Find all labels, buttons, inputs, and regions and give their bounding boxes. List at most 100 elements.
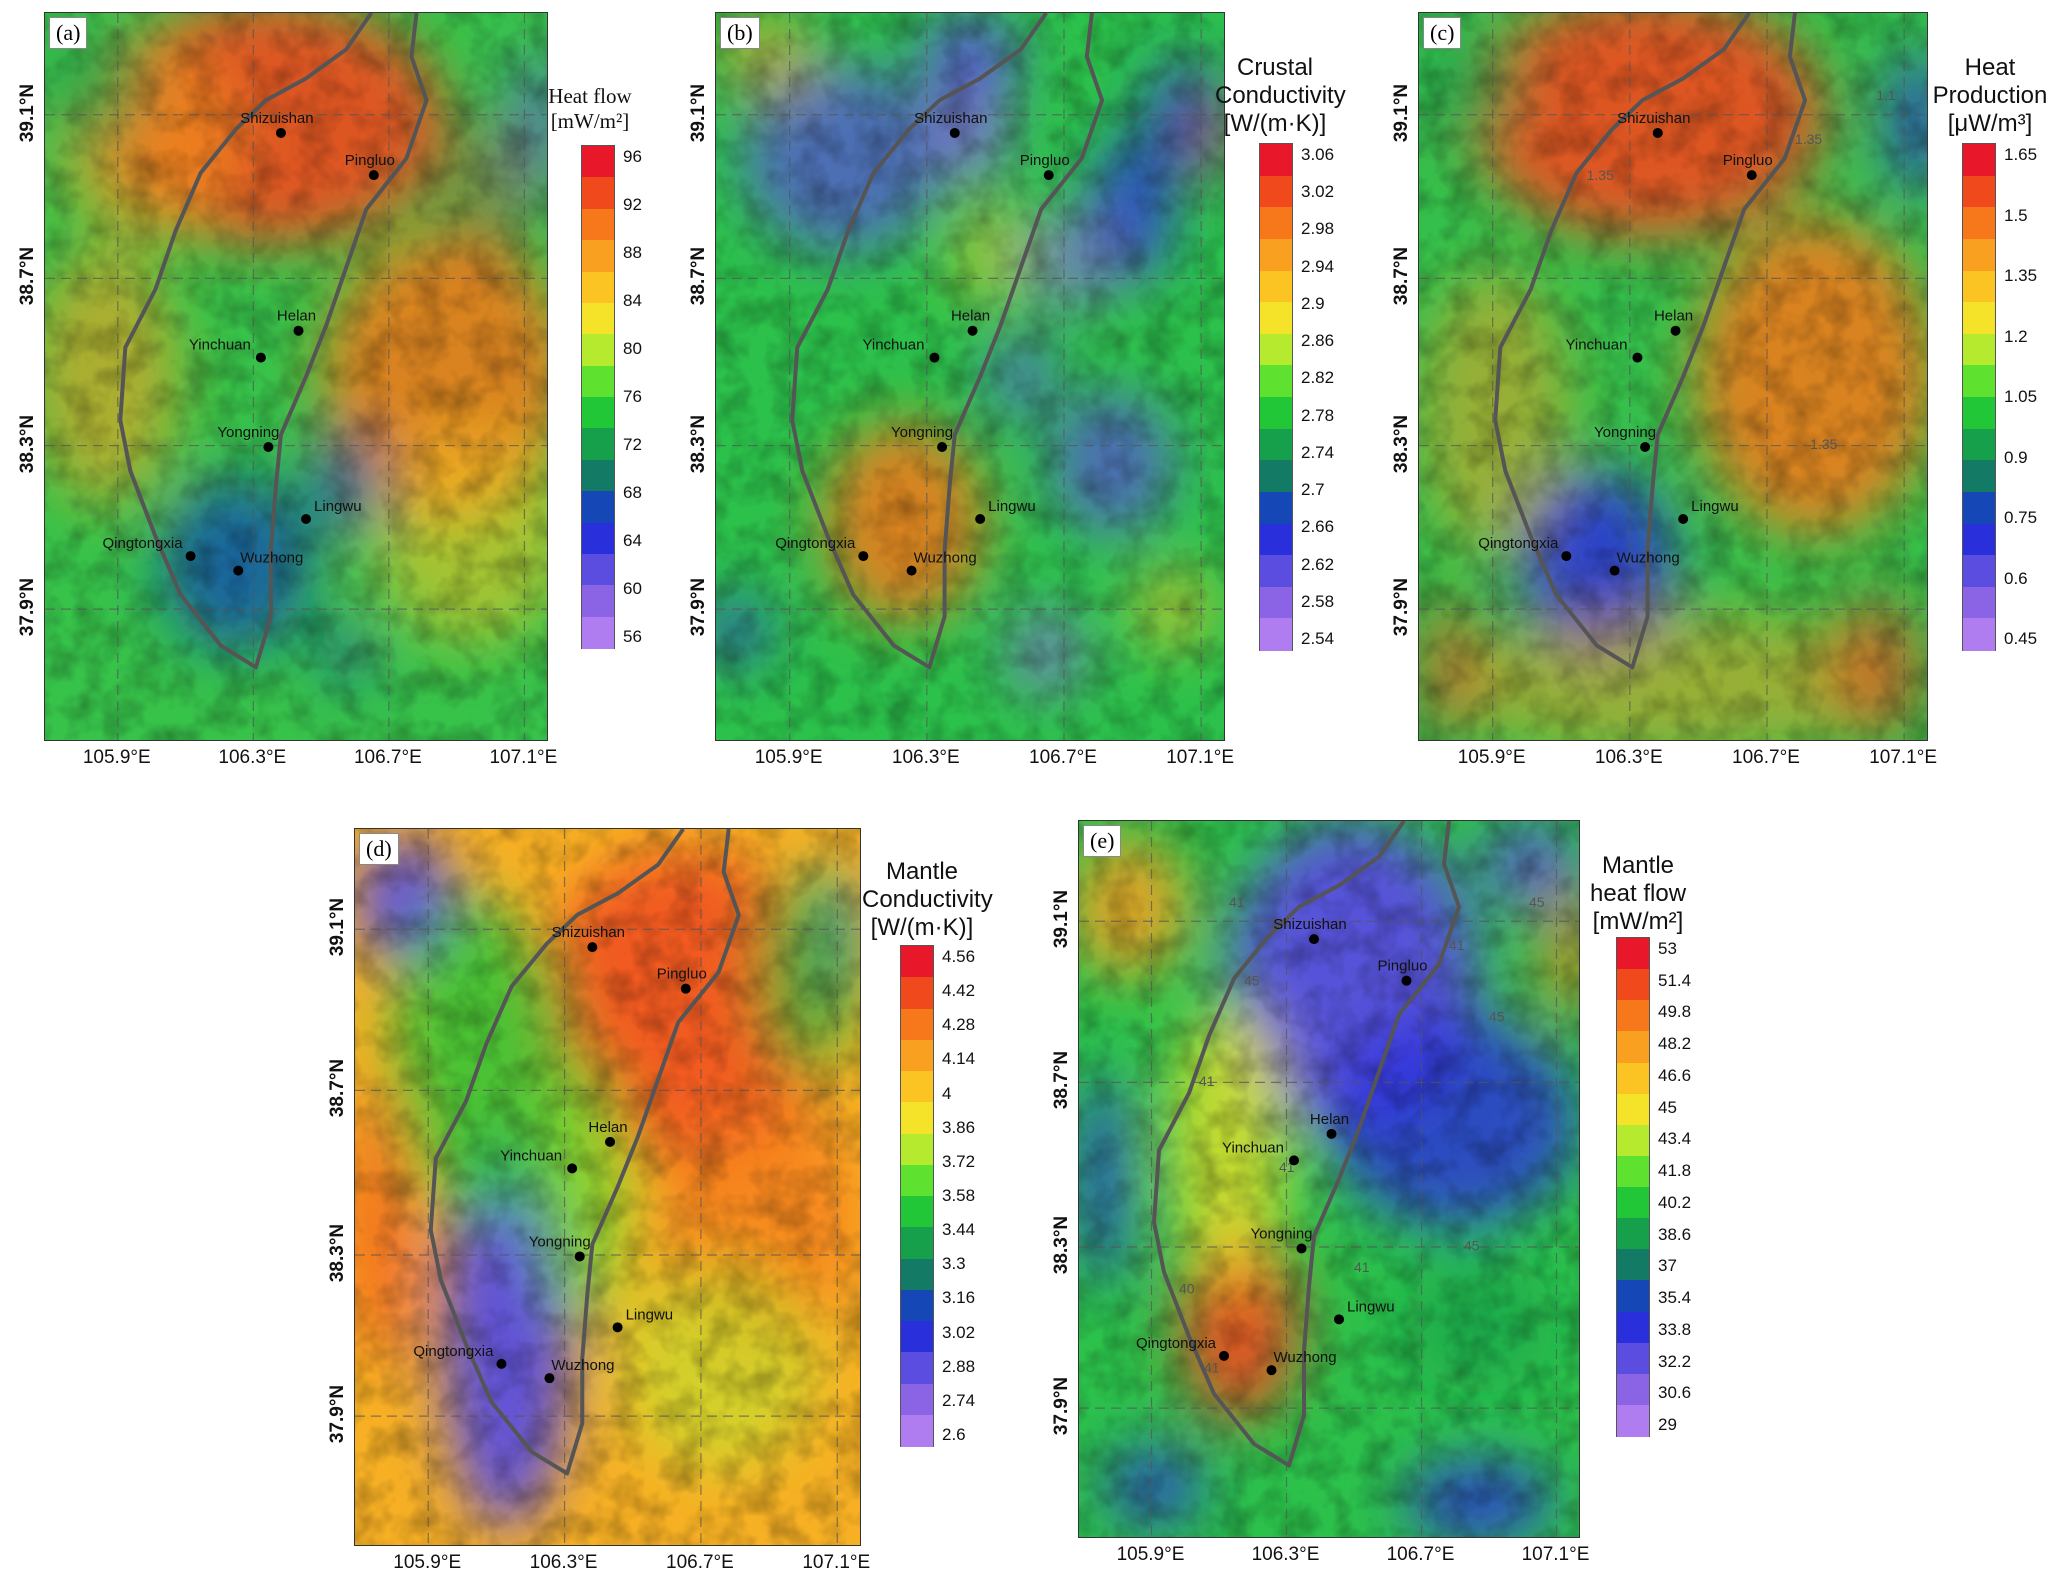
colorbar-tick-label: 2.78 [1301,405,1335,425]
city-label: Yongning [529,1233,591,1250]
colorbar [581,145,615,649]
colorbar-title-line: [W/(m·K)] [1223,110,1327,137]
colorbar-tick-label: 1.05 [2004,387,2038,406]
city-label: Shizuishan [1617,110,1690,127]
colorbar-segment [1963,207,1995,240]
colorbar-tick-label: 2.6 [942,1425,966,1444]
colorbar-tick-label: 2.58 [1301,591,1335,611]
colorbar-tick-label: 3.02 [1301,182,1335,202]
city-label: Yongning [1250,1225,1312,1242]
colorbar-tick-label: 0.75 [2004,508,2038,527]
colorbar-segment [901,1102,933,1135]
colorbar [1962,143,1996,651]
city-marker [1326,1128,1337,1139]
colorbar-segment [1260,333,1292,367]
colorbar-title-line: Mantle [1601,852,1675,879]
city-label: Yinchuan [862,337,924,354]
colorbar-segment [1260,618,1292,651]
colorbar-tick-label: 72 [623,435,642,454]
city-label: Lingwu [1347,1298,1395,1315]
colorbar-segment [901,1414,933,1447]
colorbar-tick-label: 92 [623,195,642,214]
colorbar-segment [1260,586,1292,620]
contour-label: 1.35 [1587,167,1614,183]
colorbar-segment [1260,555,1292,588]
colorbar-segment [1617,1311,1649,1344]
colorbar-tick-label: 3.72 [942,1151,976,1171]
colorbar-tick-label: 51.4 [1658,970,1692,990]
longitude-label: 107.1°E [1521,1544,1590,1565]
colorbar-segment [1963,555,1995,588]
colorbar-segment [1963,397,1995,430]
city-label: Yongning [891,424,953,441]
colorbar-tick-label: 45 [1658,1097,1677,1117]
colorbar-tick-label: 53 [1658,939,1677,958]
latitude-label: 39.1°N [688,83,709,142]
colorbar-segment [582,146,614,179]
latitude-label: 37.9°N [17,577,38,637]
longitude-label: 105.9°E [1457,747,1526,768]
longitude-label: 107.1°E [1869,747,1938,768]
colorbar-segment [901,1164,933,1197]
colorbar-segment [1260,270,1292,304]
longitude-label: 106.7°E [1029,747,1097,768]
colorbar-segment [1617,1031,1649,1064]
colorbar-tick-label: 35.4 [1658,1288,1692,1308]
city-label: Yongning [1594,424,1656,441]
city-label: Pingluo [657,966,707,983]
colorbar-segment [582,459,614,493]
latitude-label: 37.9°N [1391,577,1412,637]
colorbar-title-line: heat flow [1589,880,1687,907]
city-label: Qingtongxia [413,1343,494,1360]
colorbar-tick-label: 2.94 [1301,256,1335,276]
panel-tag: (b) [720,17,760,49]
city-marker [1678,513,1689,524]
colorbar-tick-label: 29 [1658,1415,1677,1434]
colorbar-segment [1260,302,1292,335]
city-marker [233,565,244,576]
longitude-label: 106.3°E [1594,747,1663,768]
colorbar-segment [1617,1373,1649,1406]
colorbar-tick-label: 4.14 [942,1049,976,1069]
longitude-label: 105.9°E [393,1552,462,1573]
map-frame: 1.35 1.35 1.35 1.1 Shizuishan Pingluo Helan Yin… [1418,12,1928,741]
colorbar-tick-label: 3.16 [942,1288,976,1308]
longitude-label: 105.9°E [754,747,823,768]
colorbar-tick-label: 2.54 [1301,629,1335,648]
colorbar-segment [1617,1342,1649,1375]
colorbar-segment [1963,491,1995,525]
colorbar [1616,937,1650,1437]
city-marker [1296,1243,1307,1254]
city-marker [605,1136,616,1147]
colorbar-segment [1963,238,1995,272]
map-svg: Shizuishan Pingluo Helan Yinchuan Yongning Li… [716,13,1224,740]
city-label: Wuzhong [1274,1349,1337,1366]
city-label: Lingwu [626,1306,674,1323]
colorbar-title-line: [mW/m²] [550,109,630,133]
latitude-label: 38.3°N [17,414,38,473]
colorbar-tick-label: 3.3 [942,1254,966,1274]
colorbar-tick-label: 3.02 [942,1322,976,1342]
city-label: Wuzhong [1617,550,1680,567]
colorbar-segment [1617,1218,1649,1251]
longitude-label: 106.7°E [1732,747,1800,768]
colorbar-title-line: Conductivity [1215,82,1346,109]
city-marker [567,1163,578,1174]
colorbar-segment [901,1321,933,1354]
map-frame: Shizuishan Pingluo Helan Yinchuan Yongning Li… [354,828,861,1546]
colorbar-tick-label: 2.86 [1301,331,1335,351]
colorbar-tick-label: 0.45 [2004,629,2038,648]
colorbar-segment [582,491,614,524]
map-frame: 45 41 45 45 41 37 41 41 40 45 41 41 Shizuishan Pinglu… [1078,820,1580,1538]
colorbar-segment [1260,175,1292,209]
colorbar-segment [582,365,614,398]
city-label: Shizuishan [914,110,987,127]
colorbar-segment [1617,1249,1649,1282]
colorbar-tick-label: 4 [942,1083,952,1103]
city-marker [301,513,312,524]
colorbar-segment [1963,365,1995,398]
colorbar-tick-label: 2.74 [942,1390,976,1410]
colorbar-segment [582,397,614,430]
colorbar-tick-label: 43.4 [1658,1129,1692,1149]
city-label: Helan [277,308,316,325]
